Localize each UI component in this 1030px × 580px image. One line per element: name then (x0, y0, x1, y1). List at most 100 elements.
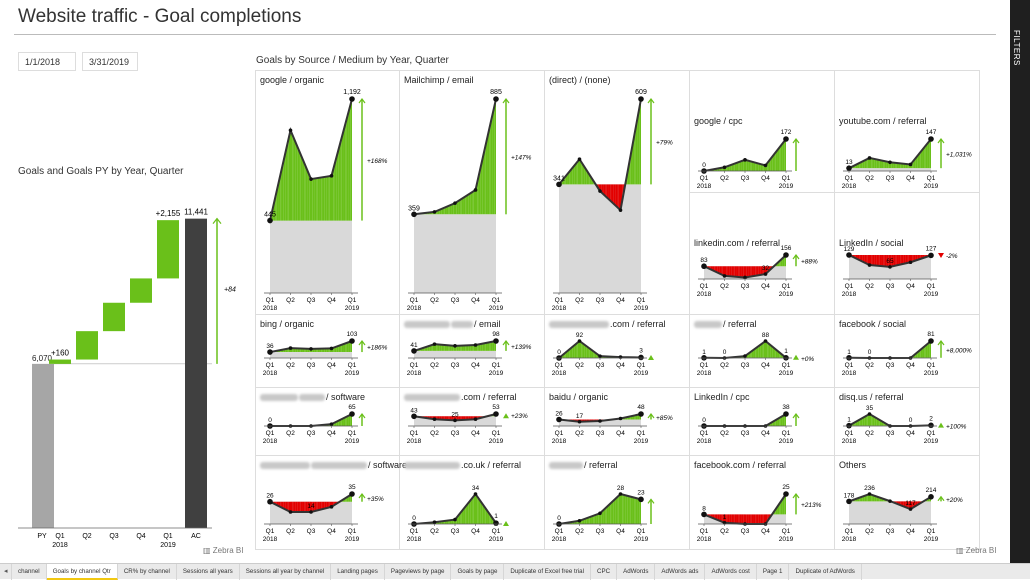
positive-variance-area (474, 494, 476, 524)
negative-variance-area (754, 514, 756, 524)
data-point (598, 354, 602, 358)
tick-label: Q3 (596, 528, 605, 535)
tab-channel[interactable]: channel (12, 564, 47, 580)
data-point (868, 263, 872, 267)
variance-label: +147% (511, 155, 532, 162)
tab-adwords-cost[interactable]: AdWords cost (705, 564, 756, 580)
first-value-label: 0 (702, 162, 706, 169)
negative-variance-area (731, 266, 733, 276)
negative-variance-area (294, 502, 296, 512)
tick-label: Q1 (927, 362, 936, 369)
positive-variance-area (340, 137, 342, 220)
negative-variance-area (726, 266, 728, 276)
first-value-label: 178 (844, 492, 855, 499)
value-label: 32 (762, 265, 770, 272)
tick-label: Q2 (865, 283, 874, 290)
negative-variance-area (728, 266, 730, 276)
tick-label: Q2 (430, 430, 439, 437)
positive-variance-area (285, 145, 287, 220)
positive-variance-area (350, 99, 352, 221)
tick-label: Q1 (927, 283, 936, 290)
tab-page-1[interactable]: Page 1 (757, 564, 790, 580)
year-label: 2019 (489, 370, 504, 377)
first-value-label: 0 (702, 417, 706, 424)
tab-landing-pages[interactable]: Landing pages (331, 564, 385, 580)
tick-label: Q1 (845, 430, 854, 437)
negative-variance-area (752, 514, 754, 524)
filters-pane[interactable]: FILTERS (1010, 0, 1030, 563)
tab-adwords-ads[interactable]: AdWords ads (655, 564, 705, 580)
tick-label: Q1 (845, 362, 854, 369)
tab-goals-by-channel-qtr[interactable]: Goals by channel Qtr (47, 564, 118, 580)
tab-cr-by-channel[interactable]: CR% by channel (118, 564, 177, 580)
positive-variance-area (464, 197, 466, 215)
data-point (868, 492, 872, 496)
tab-goals-by-page[interactable]: Goals by page (451, 564, 504, 580)
last-value-label: 3 (639, 347, 643, 354)
start-date-input[interactable]: 1/1/2018 (18, 52, 76, 71)
data-point (433, 210, 437, 214)
scroll-left-icon[interactable]: ◂ (0, 564, 12, 580)
tick-label: Q1 (492, 297, 501, 304)
year-label: 2019 (634, 438, 649, 445)
data-point (928, 338, 934, 344)
zebra-bi-watermark: ▥ Zebra BI (203, 546, 243, 555)
tab-sessions-all-year-by-channel[interactable]: Sessions all year by channel (240, 564, 331, 580)
tick-label: Q4 (471, 528, 480, 535)
tick-label: Q1 (492, 362, 501, 369)
positive-variance-area (328, 176, 330, 220)
tab-sessions-all-years[interactable]: Sessions all years (177, 564, 240, 580)
negative-variance-area (895, 255, 897, 266)
tab-duplicate-of-adwords[interactable]: Duplicate of AdWords (789, 564, 861, 580)
positive-variance-area (762, 342, 764, 358)
positive-variance-area (629, 496, 631, 524)
tick-label: Q3 (307, 528, 316, 535)
tick-label: Q1 (266, 528, 275, 535)
tab-adwords[interactable]: AdWords (617, 564, 655, 580)
tick-label: Q3 (741, 362, 750, 369)
tab-cpc[interactable]: CPC (591, 564, 617, 580)
tick-label: AC (191, 533, 201, 540)
data-point (723, 274, 727, 278)
data-point (330, 505, 334, 509)
year-label: 2018 (697, 370, 712, 377)
tick-label: Q3 (307, 297, 316, 304)
tab-pageviews-by-page[interactable]: Pageviews by page (385, 564, 452, 580)
data-point (493, 96, 499, 102)
end-date-input[interactable]: 3/31/2019 (82, 52, 138, 71)
negative-variance-area (893, 255, 895, 266)
year-label: 2018 (697, 183, 712, 190)
data-point (619, 492, 623, 496)
tick-label: Q1 (410, 528, 419, 535)
positive-variance-area (783, 141, 785, 171)
tab-duplicate-of-excel-free-trial[interactable]: Duplicate of Excel free trial (504, 564, 591, 580)
tick-label: Q2 (865, 430, 874, 437)
